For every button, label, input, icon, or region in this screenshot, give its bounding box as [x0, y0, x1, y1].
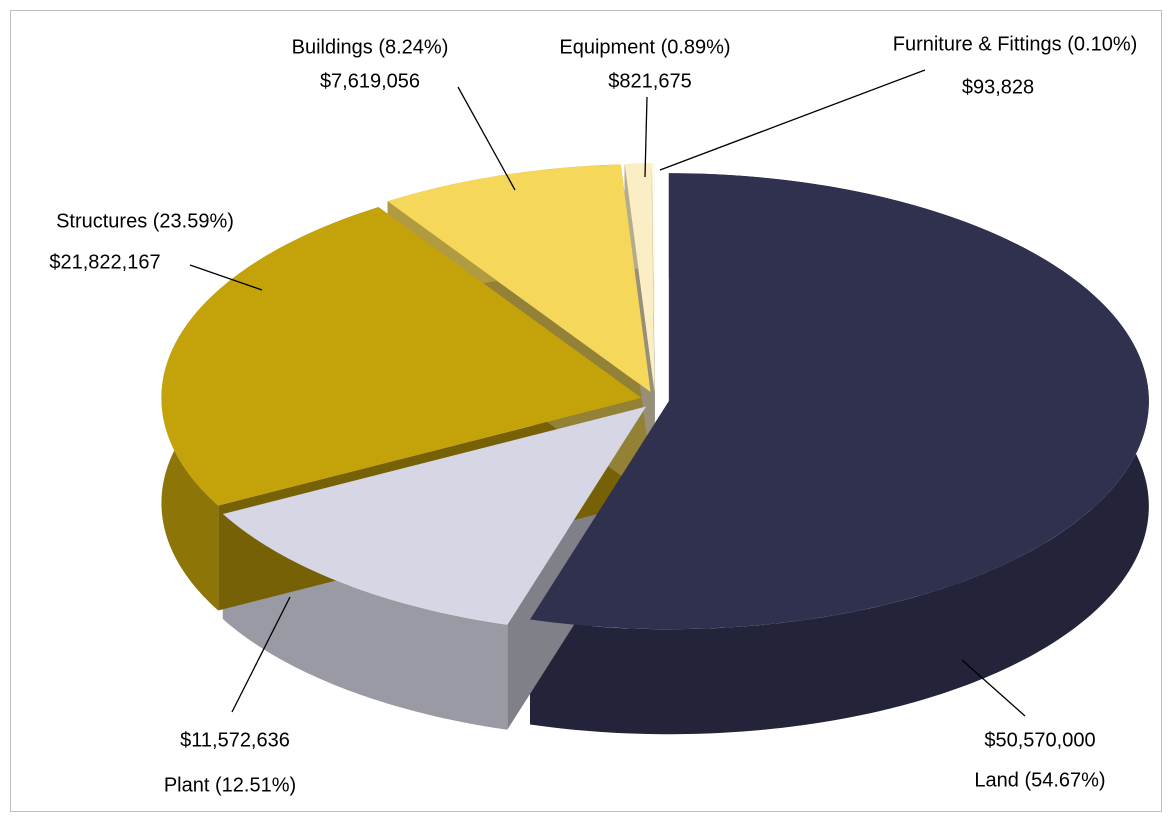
leader-line [961, 659, 1026, 717]
value-label: $93,828 [962, 76, 1034, 98]
category-label: Structures (23.59%) [56, 210, 234, 232]
labels: Land (54.67%) $50,570,000 Plant (12.51%) $1… [49, 33, 1137, 796]
category-label: Buildings (8.24%) [292, 36, 449, 58]
category-label: Plant (12.51%) [164, 774, 296, 796]
category-label: Land (54.67%) [974, 769, 1105, 791]
slice [529, 173, 1149, 630]
leader-line [659, 69, 926, 171]
slice [387, 164, 651, 393]
category-label: Equipment (0.89%) [559, 36, 730, 58]
slice [161, 207, 642, 506]
value-label: $21,822,167 [49, 251, 160, 273]
slice [651, 163, 655, 392]
leader-line [644, 96, 648, 178]
slice [624, 163, 655, 392]
leader-line [189, 264, 263, 291]
leader-line [231, 596, 291, 713]
value-label: $7,619,056 [320, 70, 420, 92]
value-label: $50,570,000 [984, 729, 1095, 751]
leader-line [457, 86, 516, 191]
category-label: Furniture & Fittings (0.10%) [893, 33, 1138, 55]
pie-tops [161, 163, 1149, 630]
value-label: $821,675 [608, 70, 691, 92]
value-label: $11,572,636 [180, 729, 290, 751]
slice [222, 406, 647, 625]
